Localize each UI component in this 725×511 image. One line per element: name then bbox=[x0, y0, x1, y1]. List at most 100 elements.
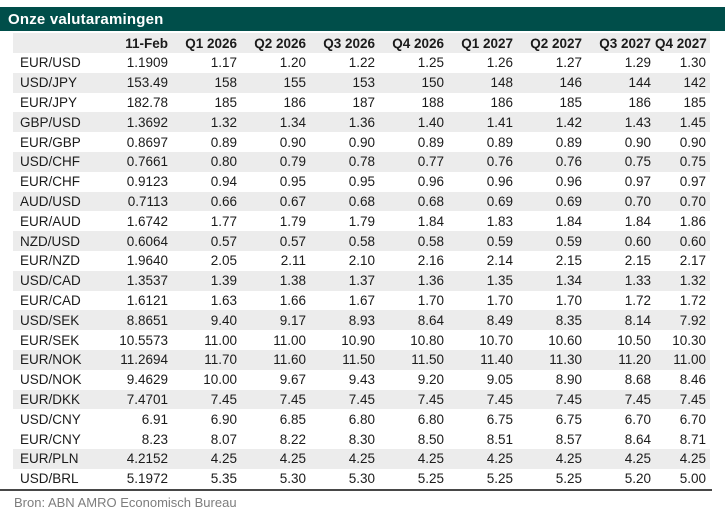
table-row: EUR/CNY 8.23 8.07 8.22 8.30 8.50 8.51 8.57 8.64 8… bbox=[13, 429, 710, 449]
forecast-value: 0.96 bbox=[486, 174, 513, 190]
forecast-value: 185 bbox=[683, 94, 706, 110]
forecast-value: 8.07 bbox=[210, 431, 237, 447]
forecast-value: 0.70 bbox=[586, 191, 655, 212]
column-header: Q2 2027 bbox=[517, 33, 586, 53]
currency-pair-label: GBP/USD bbox=[13, 112, 103, 133]
currency-pair-label: EUR/NZD bbox=[20, 253, 80, 269]
forecast-value: 9.43 bbox=[348, 372, 375, 388]
forecast-value: 0.8697 bbox=[126, 134, 168, 150]
table-header: 11-Feb Q1 2026 Q2 2026 Q3 2026 Q4 2026 Q1 202… bbox=[13, 33, 710, 53]
forecast-value: 1.32 bbox=[172, 112, 241, 133]
forecast-value: 1.41 bbox=[448, 112, 517, 133]
currency-pair-label: EUR/DKK bbox=[13, 389, 103, 410]
forecast-value: 1.32 bbox=[655, 270, 710, 291]
forecast-value: 0.70 bbox=[655, 191, 710, 212]
currency-pair-label: EUR/SEK bbox=[20, 332, 80, 348]
forecast-value: 1.38 bbox=[241, 270, 310, 291]
forecast-value: 8.14 bbox=[586, 310, 655, 331]
forecast-value: 4.25 bbox=[241, 448, 310, 469]
forecast-value: 182.78 bbox=[126, 94, 168, 110]
forecast-value: 1.35 bbox=[448, 270, 517, 291]
forecast-value: 7.45 bbox=[310, 389, 379, 410]
currency-pair-label: EUR/CHF bbox=[20, 174, 80, 190]
forecast-value: 1.70 bbox=[486, 292, 513, 308]
forecast-value: 0.60 bbox=[586, 231, 655, 251]
table-row: USD/CNY 6.91 6.90 6.85 6.80 6.80 6.75 6.75 6.70 6… bbox=[13, 409, 710, 429]
table-row: EUR/NOK 11.2694 11.70 11.60 11.50 11.50 11.40 1… bbox=[13, 349, 710, 370]
forecast-value: 8.51 bbox=[486, 431, 513, 447]
forecast-value: 0.95 bbox=[279, 174, 306, 190]
forecast-value: 6.80 bbox=[417, 411, 444, 427]
forecast-value: 9.67 bbox=[279, 372, 306, 388]
forecast-value: 6.91 bbox=[141, 411, 168, 427]
forecast-value: 0.90 bbox=[679, 134, 706, 150]
forecast-value: 1.67 bbox=[348, 292, 375, 308]
column-header: Q2 2026 bbox=[241, 33, 310, 53]
forecast-value: 1.17 bbox=[210, 55, 237, 71]
forecast-value: 6.75 bbox=[555, 411, 582, 427]
forecast-value: 2.11 bbox=[280, 253, 306, 269]
currency-pair-label: EUR/NOK bbox=[13, 349, 103, 370]
forecast-value: 4.25 bbox=[586, 448, 655, 469]
forecast-value: 0.57 bbox=[241, 231, 310, 251]
forecast-value: 1.79 bbox=[348, 213, 375, 229]
forecast-value: 11.00 bbox=[273, 332, 306, 348]
forecast-value: 2.15 bbox=[624, 253, 651, 269]
forecast-value: 8.68 bbox=[624, 372, 651, 388]
table-row: EUR/SEK 10.5573 11.00 11.00 10.90 10.80 10.70 1… bbox=[13, 330, 710, 350]
forecast-value: 11.50 bbox=[379, 349, 448, 370]
currency-pair-label: EUR/CNY bbox=[20, 431, 81, 447]
forecast-value: 0.58 bbox=[379, 231, 448, 251]
table-row: EUR/DKK 7.4701 7.45 7.45 7.45 7.45 7.45 7.45 7.4… bbox=[13, 389, 710, 410]
forecast-value: 1.34 bbox=[517, 270, 586, 291]
forecast-value: 8.57 bbox=[555, 431, 582, 447]
currency-pair-label: EUR/PLN bbox=[13, 448, 103, 469]
currency-pair-label: USD/CAD bbox=[13, 270, 103, 291]
forecast-value: 5.25 bbox=[555, 471, 582, 487]
forecast-value: 4.25 bbox=[655, 448, 710, 469]
forecast-value: 1.84 bbox=[417, 213, 444, 229]
forecast-value: 8.8651 bbox=[103, 310, 172, 331]
forecast-value: 1.34 bbox=[241, 112, 310, 133]
forecast-value: 0.9123 bbox=[126, 174, 168, 190]
forecast-value: 2.05 bbox=[210, 253, 237, 269]
forecast-value: 5.1972 bbox=[126, 471, 168, 487]
table-row: AUD/USD 0.7113 0.66 0.67 0.68 0.68 0.69 0.69 0.7… bbox=[13, 191, 710, 212]
forecast-value: 2.15 bbox=[555, 253, 582, 269]
forecast-value: 6.75 bbox=[486, 411, 513, 427]
currency-pair-label: USD/BRL bbox=[20, 471, 79, 487]
forecast-value: 1.37 bbox=[310, 270, 379, 291]
forecast-value: 8.35 bbox=[517, 310, 586, 331]
forecast-value: 2.10 bbox=[348, 253, 375, 269]
forecast-table-wrap: 11-Feb Q1 2026 Q2 2026 Q3 2026 Q4 2026 Q1 202… bbox=[13, 33, 710, 489]
forecast-value: 6.90 bbox=[210, 411, 237, 427]
forecast-value: 0.76 bbox=[448, 151, 517, 172]
forecast-value: 0.96 bbox=[555, 174, 582, 190]
forecast-value: 1.26 bbox=[486, 55, 513, 71]
currency-pair-label: USD/NOK bbox=[20, 372, 82, 388]
forecast-value: 8.49 bbox=[448, 310, 517, 331]
currency-pair-label: AUD/USD bbox=[13, 191, 103, 212]
table-row: USD/CAD 1.3537 1.39 1.38 1.37 1.36 1.35 1.34 1.3… bbox=[13, 270, 710, 291]
forecast-value: 1.29 bbox=[624, 55, 651, 71]
table-row: EUR/NZD 1.9640 2.05 2.11 2.10 2.16 2.14 2.15 2.1… bbox=[13, 251, 710, 271]
forecast-value: 6.70 bbox=[679, 411, 706, 427]
forecast-value: 10.5573 bbox=[119, 332, 168, 348]
column-header: Q1 2026 bbox=[172, 33, 241, 53]
forecast-value: 1.30 bbox=[679, 55, 706, 71]
forecast-value: 142 bbox=[655, 72, 710, 93]
forecast-value: 2.14 bbox=[486, 253, 513, 269]
forecast-value: 1.20 bbox=[279, 55, 306, 71]
forecast-value: 1.86 bbox=[679, 213, 706, 229]
forecast-value: 5.35 bbox=[210, 471, 237, 487]
forecast-value: 5.25 bbox=[486, 471, 513, 487]
forecast-value: 0.59 bbox=[448, 231, 517, 251]
bottom-divider bbox=[0, 489, 712, 491]
forecast-value: 4.2152 bbox=[103, 448, 172, 469]
forecast-value: 1.25 bbox=[417, 55, 444, 71]
forecast-value: 1.66 bbox=[279, 292, 306, 308]
forecast-value: 1.6121 bbox=[126, 292, 168, 308]
forecast-value: 11.2694 bbox=[103, 349, 172, 370]
forecast-value: 7.45 bbox=[379, 389, 448, 410]
